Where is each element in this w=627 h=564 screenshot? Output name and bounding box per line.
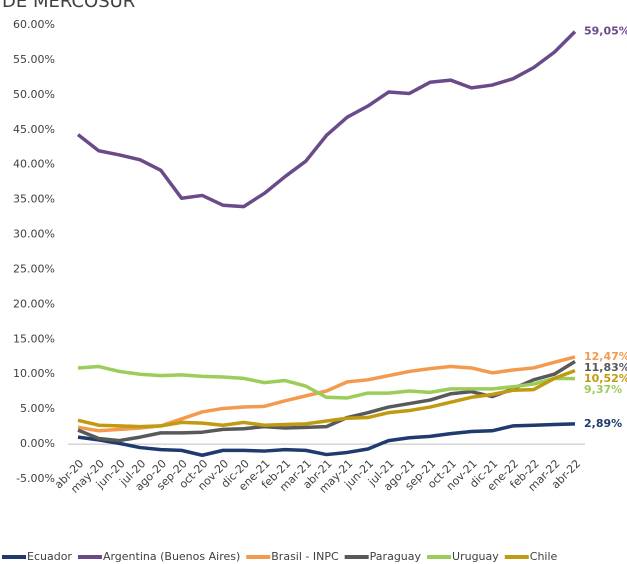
series-line	[77, 368, 576, 429]
legend-label: Brasil - INPC	[271, 550, 339, 563]
y-tick-label: -5.00%	[16, 472, 55, 485]
y-tick-label: 40.00%	[13, 158, 55, 171]
series-line	[77, 422, 576, 458]
series-line	[76, 30, 577, 209]
y-tick-label: 35.00%	[13, 193, 55, 206]
end-label: 9,37%	[584, 383, 622, 396]
y-tick-label: 60.00%	[13, 18, 55, 31]
legend-label: Argentina (Buenos Aires)	[103, 550, 240, 563]
y-tick-label: 5.00%	[20, 402, 55, 415]
series-line	[77, 359, 576, 443]
legend-label: Ecuador	[27, 550, 72, 563]
end-label: 59,05%	[584, 25, 627, 38]
end-label: 12,47%	[584, 350, 627, 363]
end-label: 2,89%	[584, 417, 622, 430]
legend-label: Paraguay	[370, 550, 422, 563]
y-tick-label: 55.00%	[13, 53, 55, 66]
y-tick-label: 25.00%	[13, 262, 55, 275]
y-tick-label: 45.00%	[13, 123, 55, 136]
end-label: 11,83%	[584, 361, 627, 374]
legend-label: Chile	[530, 550, 558, 563]
end-label: 10,52%	[584, 372, 627, 385]
y-tick-label: 50.00%	[13, 88, 55, 101]
series-line	[77, 364, 576, 400]
chart-title: DE MERCOSUR	[2, 0, 135, 12]
legend-label: Uruguay	[452, 550, 499, 563]
y-tick-label: 0.00%	[20, 437, 55, 450]
y-tick-label: 10.00%	[13, 367, 55, 380]
y-tick-label: 20.00%	[13, 297, 55, 310]
y-tick-label: 30.00%	[13, 228, 55, 241]
y-tick-label: 15.00%	[13, 332, 55, 345]
